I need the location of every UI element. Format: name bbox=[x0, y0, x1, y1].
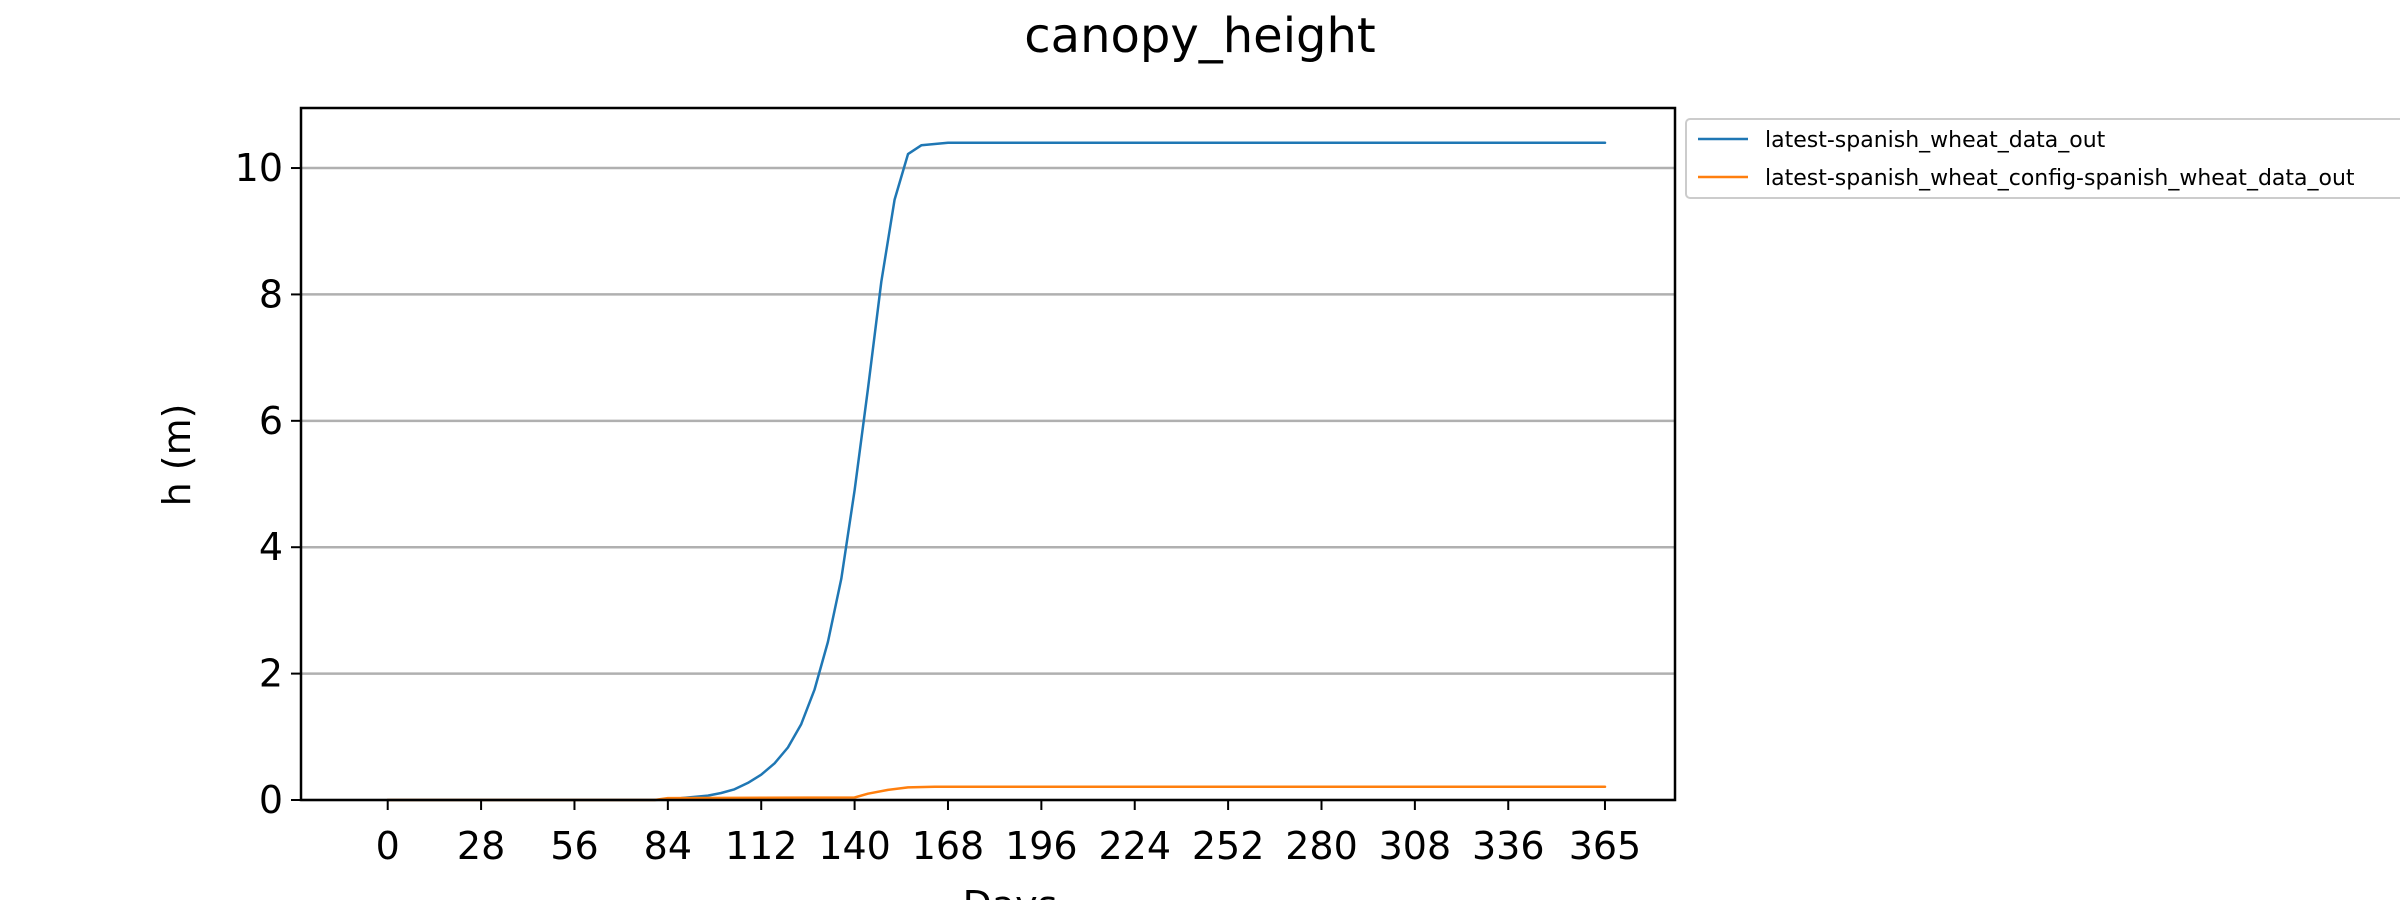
x-tick-label: 336 bbox=[1472, 824, 1545, 868]
x-tick-label: 252 bbox=[1192, 824, 1265, 868]
x-tick-label: 168 bbox=[912, 824, 985, 868]
legend-label-2: latest-spanish_wheat_config-spanish_whea… bbox=[1765, 166, 2355, 191]
x-tick-label: 28 bbox=[457, 824, 505, 868]
x-tick-label: 196 bbox=[1005, 824, 1078, 868]
y-tick-label: 2 bbox=[259, 652, 283, 696]
legend-label-1: latest-spanish_wheat_data_out bbox=[1765, 128, 2106, 153]
series-line-1 bbox=[386, 141, 1607, 802]
x-tick-label: 140 bbox=[818, 824, 891, 868]
x-ticks: 0 28 56 84 112 140 168 196 224 252 280 308 336 365 bbox=[376, 800, 1642, 868]
y-axis-label: h (m) bbox=[155, 404, 199, 507]
y-tick-label: 6 bbox=[259, 399, 283, 443]
chart-title: canopy_height bbox=[1024, 8, 1375, 64]
series-lines bbox=[386, 141, 1607, 802]
y-tick-label: 0 bbox=[259, 778, 283, 822]
x-tick-label: 280 bbox=[1285, 824, 1358, 868]
x-axis-label: Days bbox=[963, 883, 1058, 900]
x-tick-label: 365 bbox=[1569, 824, 1642, 868]
y-ticks: 0 2 4 6 8 10 bbox=[235, 146, 301, 822]
x-tick-label: 0 bbox=[376, 824, 400, 868]
legend: latest-spanish_wheat_data_out latest-spa… bbox=[1685, 118, 2400, 199]
y-tick-label: 8 bbox=[259, 272, 283, 316]
y-tick-label: 4 bbox=[259, 525, 283, 569]
legend-box bbox=[1685, 118, 2400, 199]
grid-lines bbox=[301, 166, 1675, 802]
series-line-2 bbox=[386, 785, 1607, 802]
plot-frame bbox=[299, 106, 1677, 802]
x-tick-label: 112 bbox=[725, 824, 798, 868]
x-tick-label: 224 bbox=[1098, 824, 1171, 868]
x-tick-label: 56 bbox=[550, 824, 598, 868]
x-tick-label: 308 bbox=[1379, 824, 1452, 868]
x-tick-label: 84 bbox=[644, 824, 692, 868]
y-tick-label: 10 bbox=[235, 146, 283, 190]
